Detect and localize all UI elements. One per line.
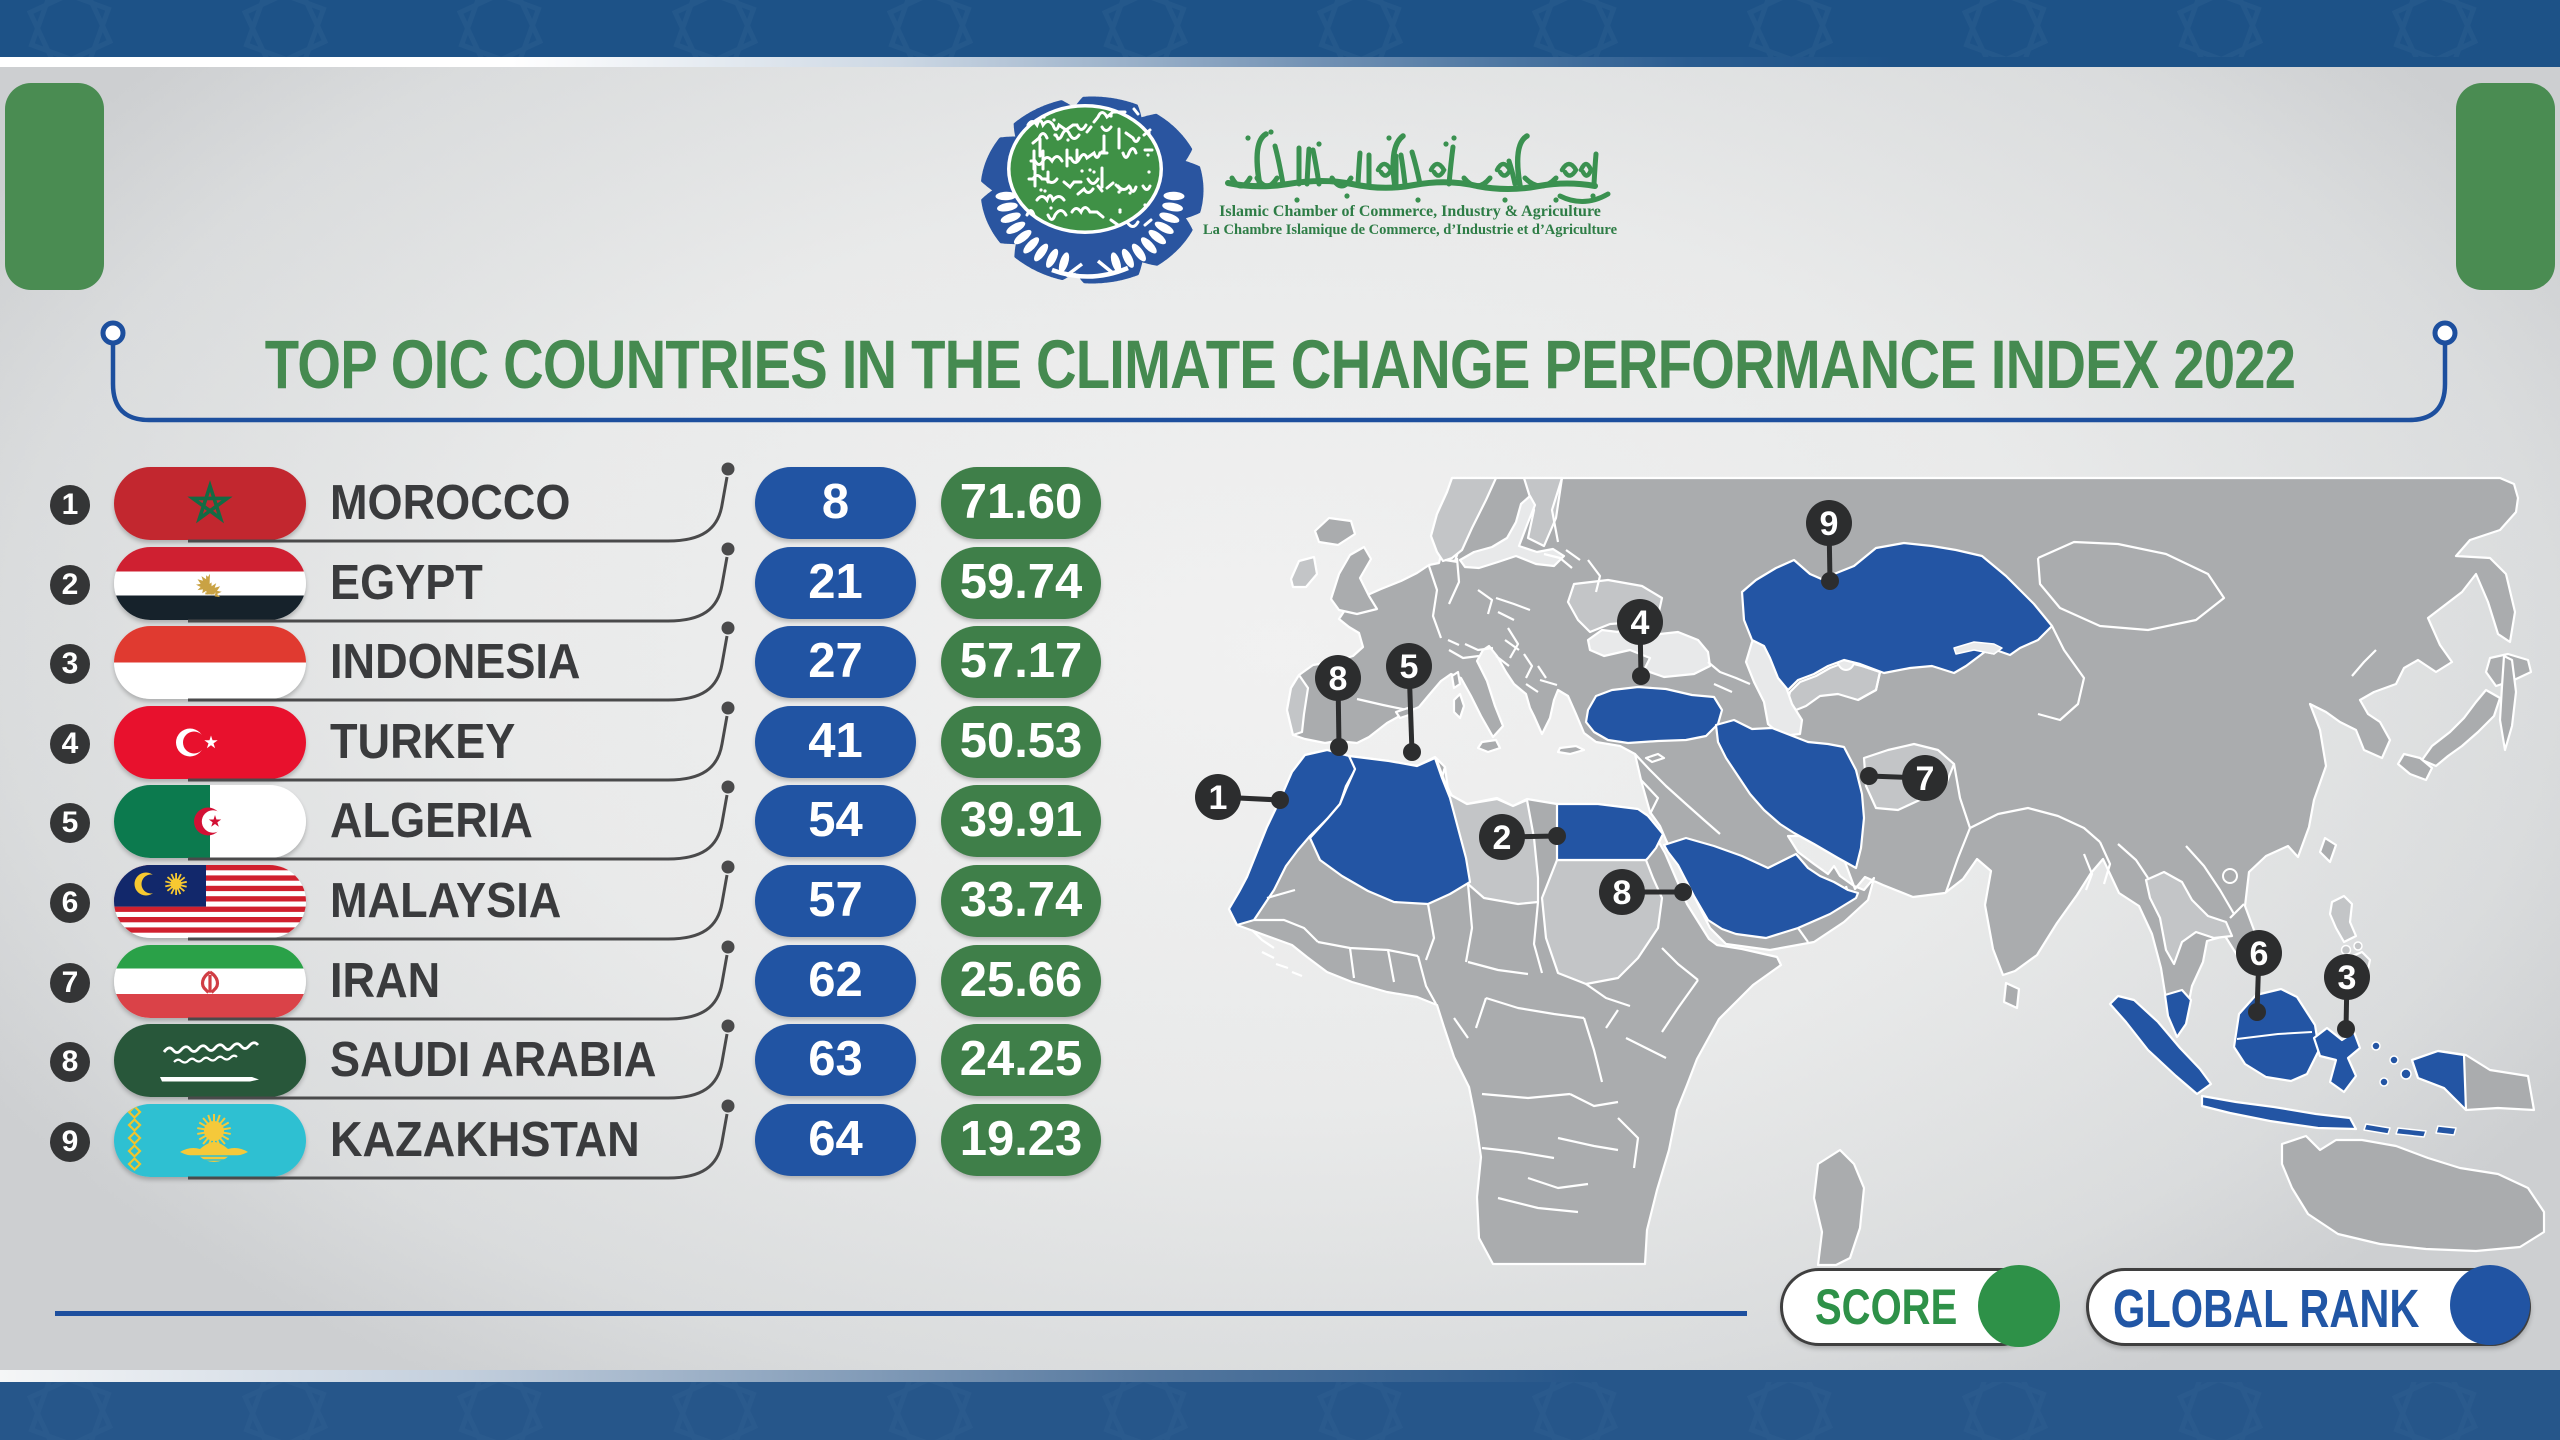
svg-text:5: 5 [1400, 648, 1419, 686]
svg-text:1: 1 [1209, 779, 1228, 817]
svg-text:8: 8 [1329, 660, 1348, 698]
svg-text:9: 9 [1820, 505, 1839, 543]
svg-text:3: 3 [2338, 959, 2357, 997]
svg-text:2: 2 [1493, 819, 1512, 857]
svg-text:7: 7 [1916, 760, 1935, 798]
svg-text:6: 6 [2250, 935, 2269, 973]
svg-text:8: 8 [1613, 874, 1632, 912]
svg-text:4: 4 [1631, 604, 1650, 642]
